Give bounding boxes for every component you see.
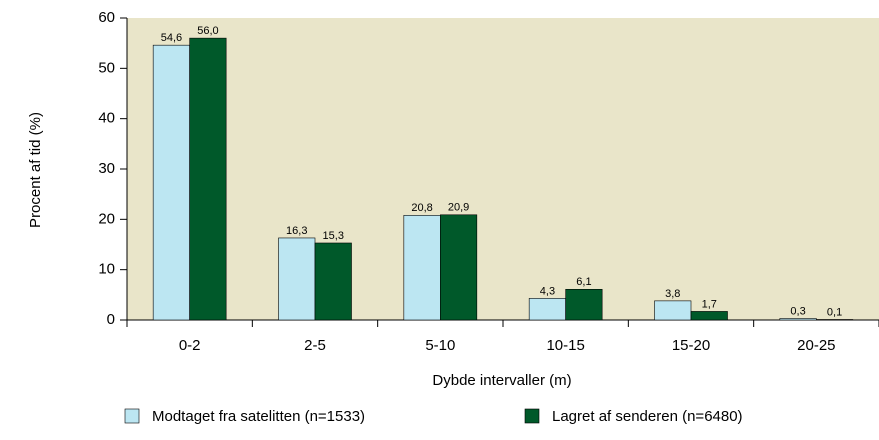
value-label: 0,3 [790,305,805,317]
bar [565,288,603,321]
value-label: 56,0 [197,25,218,37]
bar [816,319,854,321]
x-axis-title: Dybde intervaller (m) [432,372,571,389]
x-tick-label: 20-25 [797,337,835,354]
x-tick-label: 15-20 [672,337,710,354]
y-tick-label: 20 [98,210,115,227]
bar [314,242,352,321]
plot-area [127,18,879,320]
y-tick-label: 60 [98,9,115,26]
value-label: 4,3 [540,285,555,297]
bar [654,300,692,321]
legend-swatch [124,408,140,424]
value-label: 1,7 [702,298,717,310]
x-tick-label: 0-2 [179,337,201,354]
x-tick-label: 10-15 [546,337,584,354]
legend-label: Lagret af senderen (n=6480) [552,408,743,425]
x-tick-label: 2-5 [304,337,326,354]
y-tick-label: 30 [98,160,115,177]
bar [189,37,227,321]
value-label: 0,1 [827,306,842,318]
value-label: 6,1 [576,276,591,288]
y-tick-label: 10 [98,261,115,278]
x-tick-label: 5-10 [425,337,455,354]
value-label: 15,3 [323,230,344,242]
bar [152,44,190,321]
y-axis-title: Procent af tid (%) [27,112,44,228]
y-tick-label: 40 [98,110,115,127]
bar [403,215,441,321]
value-label: 54,6 [161,32,182,44]
value-label: 3,8 [665,288,680,300]
bar [528,298,566,321]
bar [278,237,316,321]
legend-label: Modtaget fra satelitten (n=1533) [152,408,365,425]
bar [440,214,478,321]
value-label: 16,3 [286,225,307,237]
y-tick-label: 0 [107,311,115,328]
y-tick-label: 50 [98,59,115,76]
legend-swatch [524,408,540,424]
value-label: 20,9 [448,202,469,214]
value-label: 20,8 [411,202,432,214]
bar [779,318,817,321]
bar [690,311,728,321]
